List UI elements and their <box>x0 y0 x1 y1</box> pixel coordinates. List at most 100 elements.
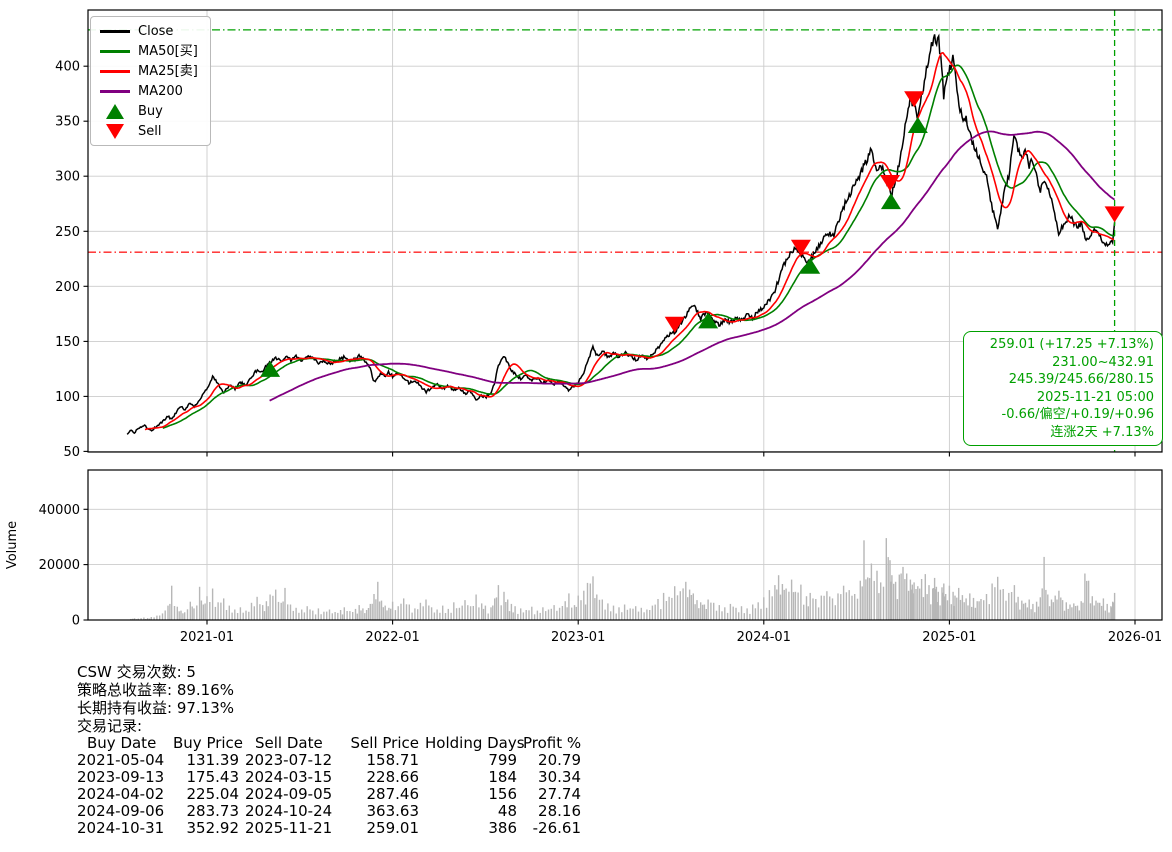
volume-bar <box>422 606 424 620</box>
volume-bar <box>503 591 505 620</box>
volume-bar <box>974 607 977 620</box>
volume-bar <box>497 585 500 620</box>
volume-bar <box>774 585 776 620</box>
volume-bar <box>873 580 875 620</box>
col-buy-date: Buy Date <box>87 734 157 752</box>
volume-bar <box>1110 606 1112 620</box>
volume-bar <box>794 591 797 620</box>
ma50-line-icon <box>99 50 131 53</box>
volume-bar <box>880 582 882 620</box>
volume-bar <box>792 592 795 620</box>
volume-bar <box>1080 601 1082 620</box>
cell-buy-price: 131.39 <box>186 751 240 769</box>
volume-bar <box>453 602 455 620</box>
volume-bar <box>1019 609 1021 620</box>
volume-bar <box>1082 602 1084 620</box>
volume-ytick-label: 20000 <box>39 558 80 573</box>
volume-bar <box>275 589 277 620</box>
volume-bar <box>367 608 370 620</box>
volume-bar <box>292 610 294 620</box>
reference-lines <box>88 29 1162 253</box>
volume-bar <box>1071 607 1073 620</box>
volume-bar <box>657 599 659 620</box>
sell-marker <box>664 316 685 333</box>
volume-bar <box>930 604 932 620</box>
volume-bar <box>729 603 732 620</box>
volume-bar <box>726 612 729 620</box>
trade-table: Buy Date Buy Price Sell Date Sell Price … <box>77 735 581 837</box>
volume-bar <box>932 588 935 620</box>
volume-bar <box>267 606 269 620</box>
volume-bar <box>331 613 333 620</box>
volume-bar <box>583 590 585 620</box>
volume-bar <box>373 594 375 620</box>
legend-label: MA25[卖] <box>138 64 198 79</box>
volume-bar <box>1100 605 1103 620</box>
volume-bar <box>785 588 787 620</box>
x-tick-label: 2026-01 <box>1108 630 1162 645</box>
volume-bar <box>698 608 700 620</box>
volume-bar <box>382 607 384 620</box>
volume-bar <box>301 609 303 620</box>
hold-return-line: 长期持有收益: 97.13% <box>77 699 235 717</box>
x-tick-label: 2023-01 <box>551 630 605 645</box>
volume-bar <box>510 603 513 620</box>
volume-bar <box>228 605 230 620</box>
volume-bar <box>1054 595 1056 620</box>
volume-bar <box>1034 612 1036 620</box>
volume-bar <box>425 599 427 620</box>
volume-bar <box>577 595 579 620</box>
volume-bar <box>358 605 360 620</box>
volume-bar <box>220 602 222 620</box>
volume-bar <box>417 609 419 620</box>
volume-bar <box>586 582 589 620</box>
volume-bar <box>536 610 539 620</box>
volume-bar <box>878 593 880 620</box>
legend-label: Buy <box>138 104 163 119</box>
volume-bar <box>910 589 913 620</box>
volume-bar <box>303 612 306 620</box>
volume-bar <box>447 608 449 620</box>
volume-bar <box>629 608 631 620</box>
volume-bar <box>242 612 244 620</box>
volume-bar <box>988 604 990 620</box>
volume-bar <box>472 606 474 620</box>
volume-bar <box>621 612 623 620</box>
volume-bar <box>978 601 980 620</box>
volume-bar <box>626 609 629 620</box>
col-profit: Profit % <box>523 734 582 752</box>
volume-bar <box>696 600 698 620</box>
volume-bar <box>539 612 541 620</box>
volume-bar <box>365 610 368 620</box>
cell-holding-days: 386 <box>488 819 517 837</box>
volume-bar <box>765 607 768 620</box>
volume-bar <box>865 579 867 620</box>
cell-buy-date: 2021-05-04 <box>77 751 165 769</box>
legend-label: MA200 <box>138 84 183 99</box>
volume-bar <box>236 613 239 620</box>
volume-bar <box>378 601 381 620</box>
volume-bar <box>566 607 568 620</box>
volume-bar <box>926 594 928 620</box>
cell-holding-days: 48 <box>497 802 517 820</box>
volume-bar <box>800 584 802 620</box>
volume-bar <box>904 579 906 620</box>
volume-bar <box>405 604 408 620</box>
volume-bar <box>349 611 351 620</box>
volume-bar <box>953 605 955 620</box>
quote-ohlc-line: 245.39/245.66/280.15 <box>1008 372 1154 387</box>
volume-bar <box>1047 594 1049 620</box>
volume-panel-border <box>87 469 1163 621</box>
price-ytick-label: 350 <box>55 115 80 130</box>
volume-bar <box>771 596 773 620</box>
volume-bar <box>882 586 885 620</box>
volume-bar <box>651 605 654 620</box>
cell-profit: -26.61 <box>532 819 581 837</box>
volume-bar <box>1008 592 1010 620</box>
x-tick-label: 2022-01 <box>365 630 419 645</box>
quote-datetime-line: 2025-11-21 05:00 <box>1036 389 1154 405</box>
volume-bar <box>649 610 651 620</box>
cell-buy-date: 2024-04-02 <box>77 785 165 803</box>
volume-bar <box>143 617 145 620</box>
volume-bar <box>724 607 726 620</box>
